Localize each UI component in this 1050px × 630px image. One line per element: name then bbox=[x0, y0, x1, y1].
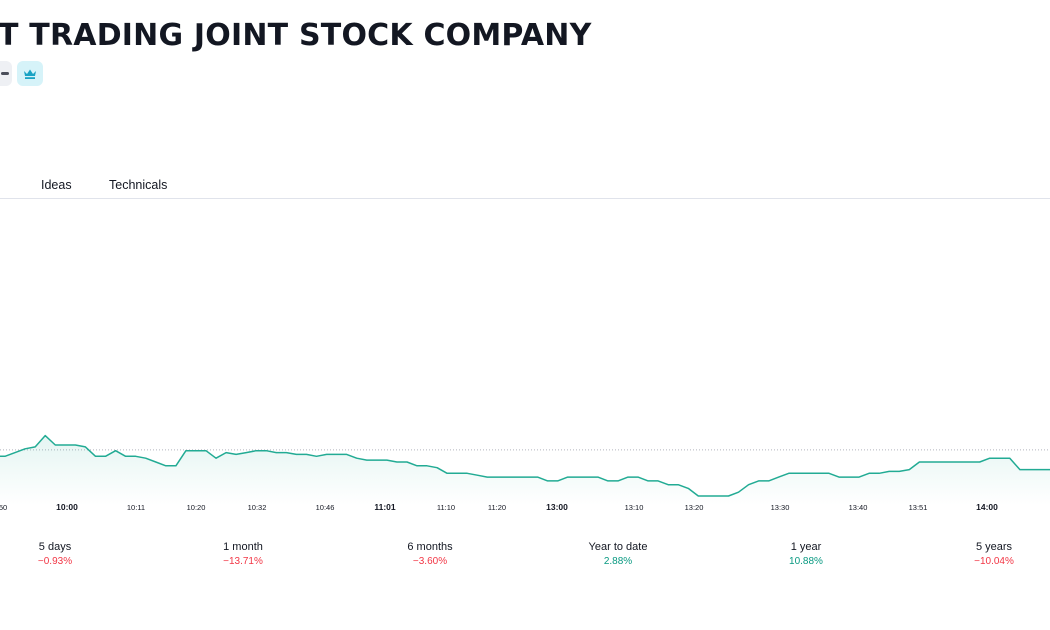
period-5-days[interactable]: 5 days −0.93% bbox=[0, 540, 115, 569]
x-tick-label: 13:51 bbox=[909, 503, 928, 512]
period-label: 1 month bbox=[223, 541, 263, 553]
period-1-year[interactable]: 1 year 10.88% bbox=[746, 540, 866, 569]
period-label: Year to date bbox=[588, 541, 648, 553]
period-1-month[interactable]: 1 month −13.71% bbox=[183, 540, 303, 569]
period-change: 2.88% bbox=[603, 556, 633, 567]
period-label: 5 days bbox=[38, 541, 72, 553]
tab-ideas[interactable]: Ideas bbox=[41, 178, 72, 192]
tab-bar: Ideas Technicals bbox=[0, 172, 1050, 199]
period-5-years[interactable]: 5 years −10.04% bbox=[934, 540, 1050, 569]
x-tick-label: 13:40 bbox=[849, 503, 868, 512]
company-title: T TRADING JOINT STOCK COMPANY bbox=[0, 18, 592, 53]
crown-badge[interactable] bbox=[17, 61, 43, 86]
x-tick-label: 10:00 bbox=[56, 502, 78, 512]
performance-periods: 5 days −0.93% 1 month −13.71% 6 months −… bbox=[0, 540, 1050, 580]
x-tick-label: 10:32 bbox=[248, 503, 267, 512]
x-tick-label: 14:00 bbox=[976, 502, 998, 512]
period-6-months[interactable]: 6 months −3.60% bbox=[370, 540, 490, 569]
dash-badge[interactable] bbox=[0, 61, 12, 86]
x-tick-label: 11:01 bbox=[374, 502, 396, 512]
x-tick-label: 13:10 bbox=[625, 503, 644, 512]
dash-icon bbox=[1, 72, 9, 75]
price-area-fill bbox=[0, 435, 1050, 505]
period-change: −13.71% bbox=[223, 556, 263, 567]
period-label: 5 years bbox=[975, 541, 1013, 553]
period-change: −3.60% bbox=[412, 556, 448, 567]
x-tick-label: 10:20 bbox=[187, 503, 206, 512]
x-tick-label: 10:11 bbox=[127, 503, 145, 512]
period-year-to-date[interactable]: Year to date 2.88% bbox=[558, 540, 678, 569]
period-change: −0.93% bbox=[37, 556, 73, 567]
x-tick-label: 11:20 bbox=[488, 503, 506, 512]
period-change: −10.04% bbox=[974, 556, 1014, 567]
price-chart-svg: 50 10:00 10:11 10:20 10:32 10:46 11:01 11:10 11:… bbox=[0, 434, 1050, 512]
price-line bbox=[0, 434, 1050, 497]
period-label: 6 months bbox=[407, 541, 453, 553]
x-tick-label: 13:00 bbox=[546, 502, 568, 512]
x-axis-ticks: 50 10:00 10:11 10:20 10:32 10:46 11:01 11:10 11:… bbox=[0, 502, 998, 512]
period-label: 1 year bbox=[790, 541, 822, 553]
x-tick-label: 50 bbox=[0, 503, 7, 512]
price-chart[interactable]: 50 10:00 10:11 10:20 10:32 10:46 11:01 11:10 11:… bbox=[0, 200, 1050, 520]
x-tick-label: 13:20 bbox=[685, 503, 704, 512]
x-tick-label: 11:10 bbox=[437, 503, 455, 512]
tab-technicals[interactable]: Technicals bbox=[109, 178, 168, 192]
x-tick-label: 10:46 bbox=[316, 503, 335, 512]
crown-icon bbox=[24, 69, 36, 79]
x-tick-label: 13:30 bbox=[771, 503, 790, 512]
period-change: 10.88% bbox=[789, 556, 823, 567]
